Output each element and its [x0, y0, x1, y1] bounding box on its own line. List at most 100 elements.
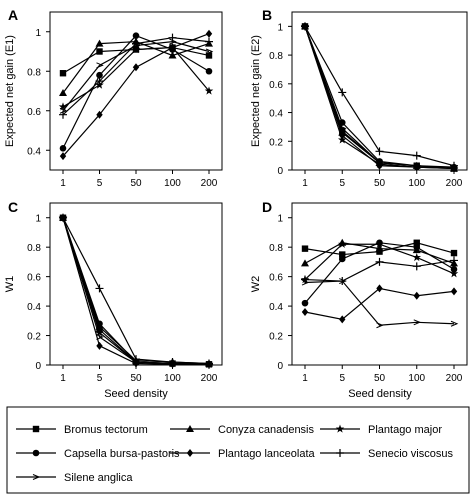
legend-frame — [6, 406, 470, 494]
legend-entry: Conyza canadensis — [170, 424, 315, 436]
panel-b-data-point — [375, 147, 384, 156]
panel-c-label: C — [8, 199, 18, 215]
panel-a-series-plus — [59, 33, 213, 119]
legend-plus-marker — [336, 449, 344, 457]
panel-d-y-tick-label: 0.6 — [269, 273, 283, 284]
panel-c-x-tick-label: 5 — [97, 373, 103, 384]
panel-a-x-tick-label: 200 — [201, 178, 218, 189]
legend-label: Senecio viscosus — [368, 448, 453, 460]
panel-b-series-line — [304, 26, 455, 170]
panel-d-data-point — [301, 279, 310, 286]
panel-c-series-plus — [59, 213, 213, 368]
panel-a-x-tick-label: 5 — [97, 178, 103, 189]
panel-c-x-tick-label: 50 — [130, 373, 142, 384]
panel-c-x-tick-label: 200 — [201, 373, 218, 384]
panel-d-data-point — [412, 252, 422, 262]
legend-label: Plantago major — [368, 424, 442, 436]
panel-d-series-diamond — [301, 284, 458, 324]
panel-b-y-axis-label: Expected net gain (E2) — [250, 35, 262, 147]
panel-a-data-point — [96, 48, 103, 55]
panel-c-frame — [49, 202, 223, 366]
panel-b-y-tick-label: 0.6 — [269, 80, 283, 91]
legend-label: Plantago lanceolata — [218, 448, 316, 460]
panel-b-y-tick-label: 1 — [277, 22, 283, 33]
panel-c-data-point — [96, 334, 104, 340]
panel-a-x-tick-label: 1 — [60, 178, 66, 189]
panel-c-y-tick-label: 0.8 — [27, 243, 41, 254]
panel-a-data-point — [96, 110, 103, 119]
panel-d-x-tick-label: 50 — [374, 373, 386, 384]
panel-c-data-point — [169, 360, 177, 367]
panel-d-frame — [291, 202, 468, 366]
panel-a-data-point — [168, 51, 177, 59]
panel-d-series-line — [304, 287, 455, 320]
panel-b-data-point — [412, 151, 421, 160]
panel-b-y-tick-label: 0.4 — [269, 109, 283, 120]
panel-d-series-circle — [301, 239, 458, 307]
legend-star-marker — [335, 424, 345, 433]
panel-a-x-tick-label: 100 — [164, 178, 181, 189]
panel-a-series-arrow — [59, 38, 214, 114]
panel-c-data-point — [96, 341, 103, 350]
panel-c-series-circle — [59, 214, 213, 368]
panel-a-data-point — [132, 42, 141, 49]
panel-a-data-point — [95, 77, 104, 86]
panel-b-series — [300, 21, 459, 173]
legend-entry: Silene anglica — [16, 472, 133, 484]
panel-d-data-point — [450, 265, 458, 273]
panel-a-series — [58, 29, 214, 161]
panel-d: D W2 Seed density 0 0.2 0.4 0.6 0.8 1 1 5 50 100… — [250, 199, 468, 400]
panel-d-data-point — [376, 322, 384, 329]
panel-d-data-point — [376, 239, 383, 247]
panel-b-x-ticks: 1 5 50 100 200 — [302, 170, 463, 189]
panel-b-frame — [291, 11, 468, 171]
panel-d-data-point — [449, 269, 459, 278]
panel-d-data-point — [301, 245, 309, 252]
panel-a-data-point — [59, 70, 67, 77]
panel-a-data-point — [204, 86, 214, 95]
legend-entry: Capsella bursa-pastoris — [16, 448, 180, 460]
panel-d-data-point — [375, 244, 384, 252]
panel-d-x-tick-label: 100 — [408, 373, 425, 384]
panel-d-series-arrow — [301, 278, 459, 329]
panel-d-data-point — [301, 259, 309, 267]
panel-b-label: B — [262, 7, 272, 23]
panel-d-y-tick-label: 1 — [277, 214, 283, 225]
panel-a-y-tick-label: 1 — [35, 28, 41, 39]
panel-c-y-tick-label: 0.2 — [27, 332, 41, 343]
panel-b-series-plus — [301, 22, 458, 170]
panel-b-y-ticks: 0 0.2 0.4 0.6 0.8 1 — [269, 22, 292, 177]
panel-c-x-tick-label: 1 — [60, 373, 66, 384]
panel-d-data-point — [412, 262, 421, 271]
panel-c-y-ticks: 0 0.2 0.4 0.6 0.8 1 — [27, 214, 50, 372]
panel-a-data-point — [132, 63, 140, 72]
panel-c-y-axis-label: W1 — [4, 276, 16, 293]
panel-d-x-ticks: 1 5 50 100 200 — [302, 365, 463, 384]
panel-a-y-ticks: 0.4 0.6 0.8 1 — [27, 28, 50, 157]
panel-a-data-point — [169, 43, 176, 52]
legend-triangle-marker — [186, 425, 194, 432]
panel-c-series-diamond — [59, 213, 213, 369]
panel-d-series — [300, 238, 459, 329]
panel-b-x-tick-label: 1 — [302, 178, 308, 189]
panel-d-y-tick-label: 0.8 — [269, 243, 283, 254]
panel-a-y-tick-label: 0.6 — [27, 107, 41, 118]
panel-b-data-point — [376, 159, 384, 166]
panel-d-data-point — [337, 239, 347, 248]
panel-d-y-tick-label: 0 — [277, 361, 283, 372]
panel-c-x-tick-label: 100 — [164, 373, 181, 384]
panel-a-data-point — [205, 52, 213, 59]
panel-d-x-axis-label: Seed density — [348, 388, 412, 400]
panel-a-x-tick-label: 50 — [130, 178, 142, 189]
panel-c-series-star — [58, 213, 214, 368]
panel-b-y-tick-label: 0.8 — [269, 51, 283, 62]
legend-entry: Plantago lanceolata — [170, 448, 316, 460]
panel-a-y-axis-label: Expected net gain (E1) — [4, 35, 16, 147]
panel-a-data-point — [205, 37, 213, 46]
legend: Bromus tectorum Conyza canadensis Plantago… — [6, 406, 470, 494]
legend-label: Capsella bursa-pastoris — [64, 448, 180, 460]
legend-entry: Senecio viscosus — [320, 448, 453, 460]
panel-d-x-tick-label: 1 — [302, 373, 308, 384]
panel-a-data-point — [205, 48, 214, 55]
panel-c-y-tick-label: 1 — [35, 214, 41, 225]
